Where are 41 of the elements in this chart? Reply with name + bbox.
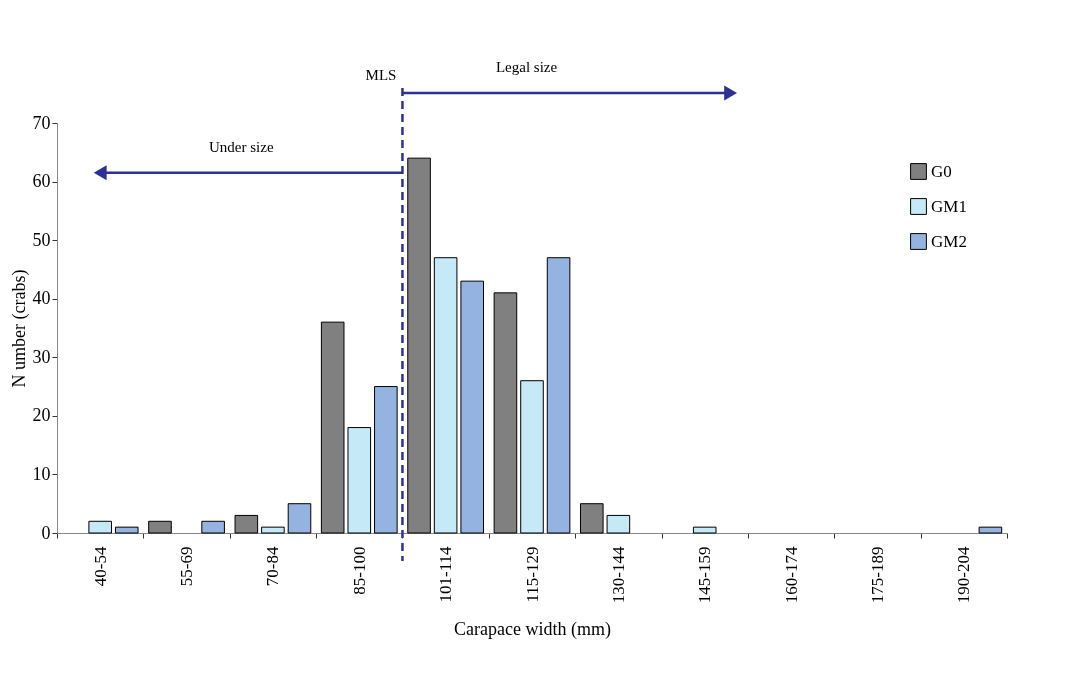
bar	[374, 386, 398, 534]
y-tick-label: 50	[32, 229, 51, 250]
y-tick-label: 60	[32, 171, 51, 192]
x-tick-label: 115-129	[522, 546, 542, 603]
bar	[347, 427, 372, 534]
legend-label: GM2	[931, 231, 967, 251]
y-tick-label: 40	[32, 288, 51, 309]
bar	[261, 526, 285, 534]
bar	[692, 526, 717, 534]
bar	[606, 514, 631, 534]
x-tick-label: 145-159	[695, 546, 715, 604]
x-tick-label: 190-204	[954, 546, 974, 604]
y-tick-label: 70	[32, 112, 51, 133]
y-tick-label: 30	[32, 346, 51, 367]
text: Legal size	[495, 59, 558, 75]
y-tick-label: 10	[32, 463, 51, 484]
bar	[201, 520, 225, 534]
x-tick-label: 85-100	[349, 546, 369, 595]
x-tick-label: 55-69	[177, 546, 197, 587]
x-tick-label: 160-174	[781, 546, 801, 604]
x-tick-label: 175-189	[867, 546, 887, 604]
y-tick-label: 20	[32, 405, 51, 426]
bar	[433, 257, 458, 534]
y-axis-title: N umber (crabs)	[8, 269, 30, 388]
bar	[978, 526, 1003, 534]
y-tick-label: 0	[41, 522, 51, 543]
bar	[546, 257, 571, 534]
legend-label: G0	[931, 161, 952, 181]
legend-label: GM1	[931, 196, 967, 216]
x-tick-label: 40-54	[90, 546, 110, 587]
bar	[520, 380, 544, 534]
x-axis-title: Carapace width (mm)	[454, 619, 611, 641]
bar	[88, 520, 112, 534]
x-tick-label: 70-84	[263, 546, 283, 587]
annotation: Under size	[209, 138, 274, 155]
bar	[287, 503, 312, 534]
bar	[460, 280, 484, 534]
bar	[114, 526, 139, 534]
x-tick-label: 130-144	[608, 546, 628, 604]
ref-line-label: MLS	[365, 67, 397, 83]
x-tick-label: 101-114	[436, 546, 456, 603]
